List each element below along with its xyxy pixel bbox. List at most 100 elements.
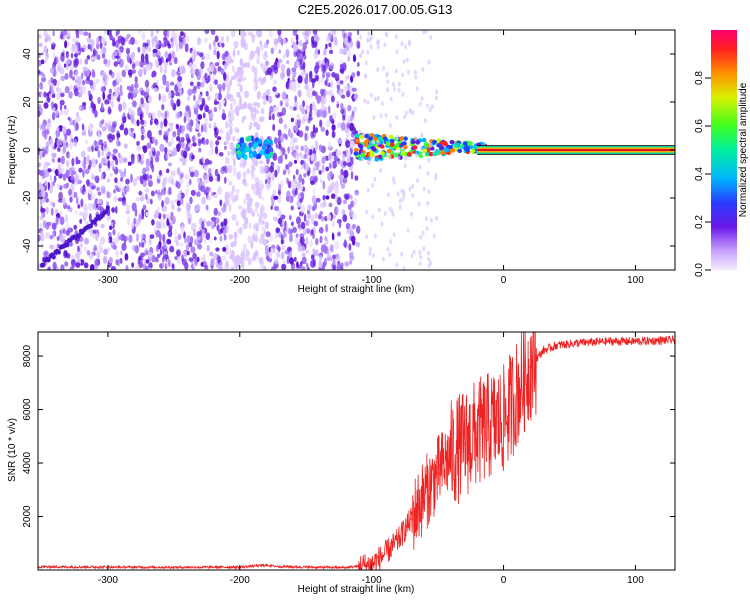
noise-speckle xyxy=(75,156,79,165)
noise-speckle xyxy=(297,89,302,98)
carrier-cluster-mark xyxy=(421,137,427,143)
noise-speckle xyxy=(270,205,273,210)
noise-speckle xyxy=(198,235,201,241)
noise-speckle xyxy=(78,167,83,173)
noise-speckle xyxy=(61,52,65,57)
noise-speckle xyxy=(139,159,144,165)
faint-speckle xyxy=(411,110,415,116)
noise-speckle xyxy=(107,231,112,237)
noise-speckle xyxy=(331,220,335,228)
noise-speckle xyxy=(341,94,346,99)
noise-speckle xyxy=(275,105,280,112)
noise-speckle xyxy=(349,194,353,200)
noise-speckle xyxy=(85,139,88,145)
noise-speckle xyxy=(241,213,246,220)
blob-mark xyxy=(245,136,250,142)
noise-speckle xyxy=(201,156,204,163)
noise-speckle xyxy=(329,80,334,89)
noise-speckle xyxy=(218,229,223,235)
noise-speckle xyxy=(205,204,209,211)
noise-speckle xyxy=(273,205,280,212)
carrier-cluster-mark xyxy=(432,139,437,145)
carrier-cluster-mark xyxy=(389,142,395,147)
noise-speckle xyxy=(339,63,344,69)
noise-speckle xyxy=(280,133,285,143)
noise-speckle xyxy=(320,95,325,105)
noise-speckle xyxy=(272,113,275,121)
noise-speckle xyxy=(156,30,159,34)
noise-speckle xyxy=(335,150,341,158)
noise-speckle xyxy=(196,123,200,130)
noise-speckle xyxy=(213,40,216,47)
noise-speckle xyxy=(261,115,265,122)
noise-speckle xyxy=(197,177,201,183)
noise-speckle xyxy=(301,178,305,185)
snr-point xyxy=(450,454,452,456)
noise-speckle xyxy=(353,198,358,205)
noise-speckle xyxy=(73,53,78,58)
noise-speckle xyxy=(137,155,140,164)
noise-speckle xyxy=(190,189,196,197)
noise-speckle xyxy=(75,111,80,119)
noise-speckle xyxy=(335,180,339,188)
noise-speckle xyxy=(52,202,56,208)
noise-speckle xyxy=(251,173,255,178)
noise-speckle xyxy=(90,39,95,48)
noise-speckle xyxy=(92,203,96,209)
noise-speckle xyxy=(200,184,206,193)
noise-speckle xyxy=(300,159,305,165)
noise-speckle xyxy=(300,221,306,230)
noise-speckle xyxy=(136,140,140,147)
noise-speckle xyxy=(69,69,73,79)
noise-speckle xyxy=(319,202,324,209)
noise-speckle xyxy=(58,191,63,201)
noise-speckle xyxy=(239,84,243,93)
noise-speckle xyxy=(110,266,116,270)
noise-speckle xyxy=(97,199,103,205)
noise-speckle xyxy=(176,98,181,107)
noise-speckle xyxy=(275,143,278,149)
noise-speckle xyxy=(249,121,253,129)
noise-speckle xyxy=(314,161,320,168)
noise-speckle xyxy=(325,223,329,233)
noise-speckle xyxy=(277,165,280,174)
noise-speckle xyxy=(209,83,213,93)
noise-speckle xyxy=(234,71,238,80)
noise-speckle xyxy=(69,133,73,141)
noise-speckle xyxy=(164,51,169,59)
noise-speckle xyxy=(171,215,176,224)
noise-speckle xyxy=(100,236,106,245)
noise-speckle xyxy=(254,250,259,257)
noise-speckle xyxy=(154,155,160,163)
faint-speckle xyxy=(358,129,362,135)
faint-speckle xyxy=(400,251,404,257)
noise-speckle xyxy=(263,265,267,270)
noise-speckle xyxy=(39,151,43,161)
noise-speckle xyxy=(152,48,158,54)
faint-speckle xyxy=(407,69,411,75)
noise-speckle xyxy=(81,160,86,168)
noise-speckle xyxy=(127,235,133,243)
noise-speckle xyxy=(280,214,286,220)
noise-speckle xyxy=(312,90,316,97)
noise-speckle xyxy=(323,156,327,162)
carrier-cluster-mark xyxy=(402,145,408,150)
noise-speckle xyxy=(190,171,195,178)
noise-speckle xyxy=(76,34,80,39)
noise-speckle xyxy=(186,235,192,244)
spectrogram-y-tick-label: 0 xyxy=(22,147,33,153)
noise-speckle xyxy=(305,249,309,254)
noise-speckle xyxy=(138,68,143,78)
carrier-cluster-mark xyxy=(377,136,382,141)
noise-speckle xyxy=(73,210,79,215)
noise-speckle xyxy=(125,47,131,55)
noise-speckle xyxy=(191,222,196,232)
noise-speckle xyxy=(38,34,42,39)
noise-speckle xyxy=(224,250,229,255)
faint-speckle xyxy=(395,115,399,121)
noise-speckle xyxy=(258,216,262,224)
noise-speckle xyxy=(217,210,221,217)
noise-speckle xyxy=(331,160,337,169)
noise-speckle xyxy=(349,160,354,166)
noise-speckle xyxy=(313,175,318,183)
